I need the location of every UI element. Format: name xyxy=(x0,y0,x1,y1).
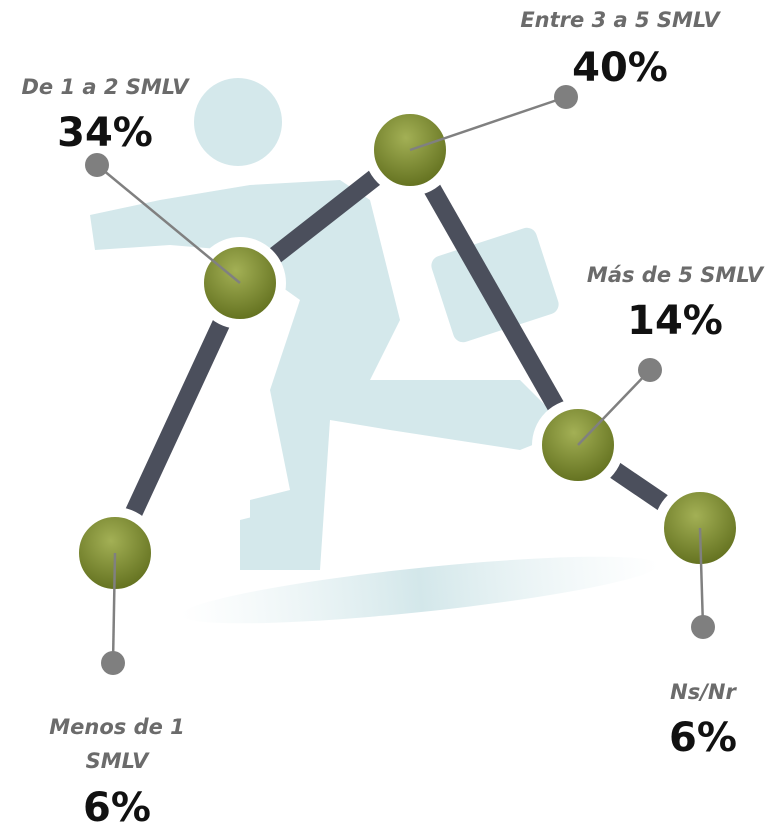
callout-line xyxy=(409,95,567,152)
node-value: 34% xyxy=(57,110,153,156)
nodes xyxy=(69,85,746,675)
node-label: Ns/Nr xyxy=(670,680,736,704)
callout-dot xyxy=(691,615,715,639)
node-value: 6% xyxy=(669,715,737,761)
callout-dot xyxy=(554,85,578,109)
node-label: Más de 5 SMLV xyxy=(586,263,764,287)
callout-line xyxy=(577,369,651,446)
node-value: 6% xyxy=(83,785,151,831)
node-label: Entre 3 a 5 SMLV xyxy=(520,8,720,32)
node-value: 14% xyxy=(627,298,723,344)
callout-dot xyxy=(638,358,662,382)
callout-dot xyxy=(101,651,125,675)
node-value: 40% xyxy=(572,45,668,91)
callout-line xyxy=(96,164,241,284)
connector xyxy=(402,145,586,450)
node-label: De 1 a 2 SMLV xyxy=(21,75,189,99)
node-label: Menos de 1 SMLV xyxy=(49,715,185,773)
connector xyxy=(106,279,249,557)
callout-line xyxy=(698,527,705,628)
callout-line xyxy=(111,552,117,664)
callout-dot xyxy=(85,153,109,177)
